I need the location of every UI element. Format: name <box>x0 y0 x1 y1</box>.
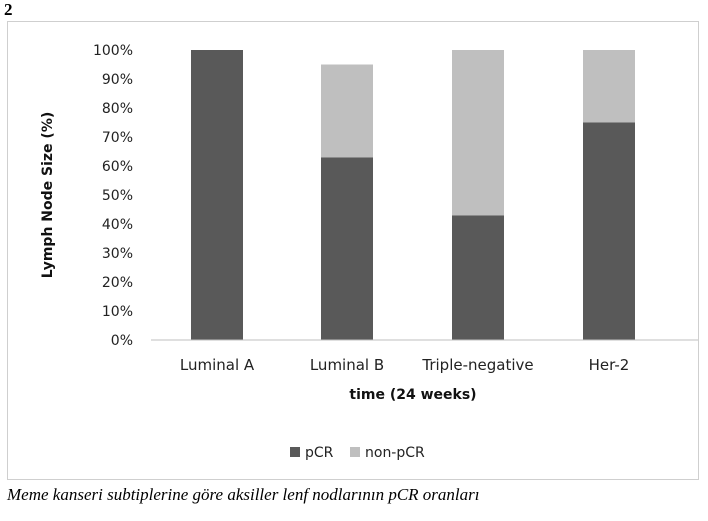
y-tick-label: 40% <box>102 217 133 233</box>
category-labels: Luminal A Luminal B Triple-negative Her-2 <box>180 356 629 374</box>
bar-pcr-luminal-a <box>191 50 243 340</box>
x-category-label: Luminal A <box>180 356 255 374</box>
bar-non-pcr-her-2 <box>583 50 635 123</box>
x-category-label: Luminal B <box>310 356 384 374</box>
bar-pcr-triple-negative <box>452 215 504 340</box>
x-category-label: Triple-negative <box>421 356 533 374</box>
bar-non-pcr-triple-negative <box>452 50 504 216</box>
y-axis-title: Lymph Node Size (%) <box>40 112 56 279</box>
y-tick-label: 50% <box>102 188 133 204</box>
legend-swatch-non-pcr <box>350 447 360 457</box>
y-tick-label: 90% <box>102 72 133 88</box>
y-axis-ticks: 0% 10% 20% 30% 40% 50% 60% 70% 80% 90% 100% <box>93 43 133 349</box>
bar-pcr-her-2 <box>583 122 635 340</box>
legend-label-pcr: pCR <box>305 445 334 461</box>
y-tick-label: 30% <box>102 246 133 262</box>
y-tick-label: 100% <box>93 43 133 59</box>
bar-non-pcr-luminal-b <box>321 64 373 158</box>
legend-label-non-pcr: non-pCR <box>365 445 425 461</box>
bar-pcr-luminal-b <box>321 157 373 340</box>
legend: pCR non-pCR <box>290 445 425 461</box>
legend-swatch-pcr <box>290 447 300 457</box>
y-tick-label: 10% <box>102 304 133 320</box>
y-tick-label: 0% <box>111 333 133 349</box>
y-tick-label: 20% <box>102 275 133 291</box>
figure-number: 2 <box>4 0 13 19</box>
figure-caption: Meme kanseri subtiplerine göre aksiller … <box>7 485 480 504</box>
chart-frame: 0% 10% 20% 30% 40% 50% 60% 70% 80% 90% 100% Lumina… <box>7 21 699 480</box>
x-axis-title: time (24 weeks) <box>349 387 476 403</box>
y-tick-label: 60% <box>102 159 133 175</box>
y-tick-label: 70% <box>102 130 133 146</box>
bars <box>191 50 635 340</box>
y-tick-label: 80% <box>102 101 133 117</box>
x-category-label: Her-2 <box>589 356 630 374</box>
stacked-bar-chart: 0% 10% 20% 30% 40% 50% 60% 70% 80% 90% 100% Lumina… <box>40 43 698 461</box>
